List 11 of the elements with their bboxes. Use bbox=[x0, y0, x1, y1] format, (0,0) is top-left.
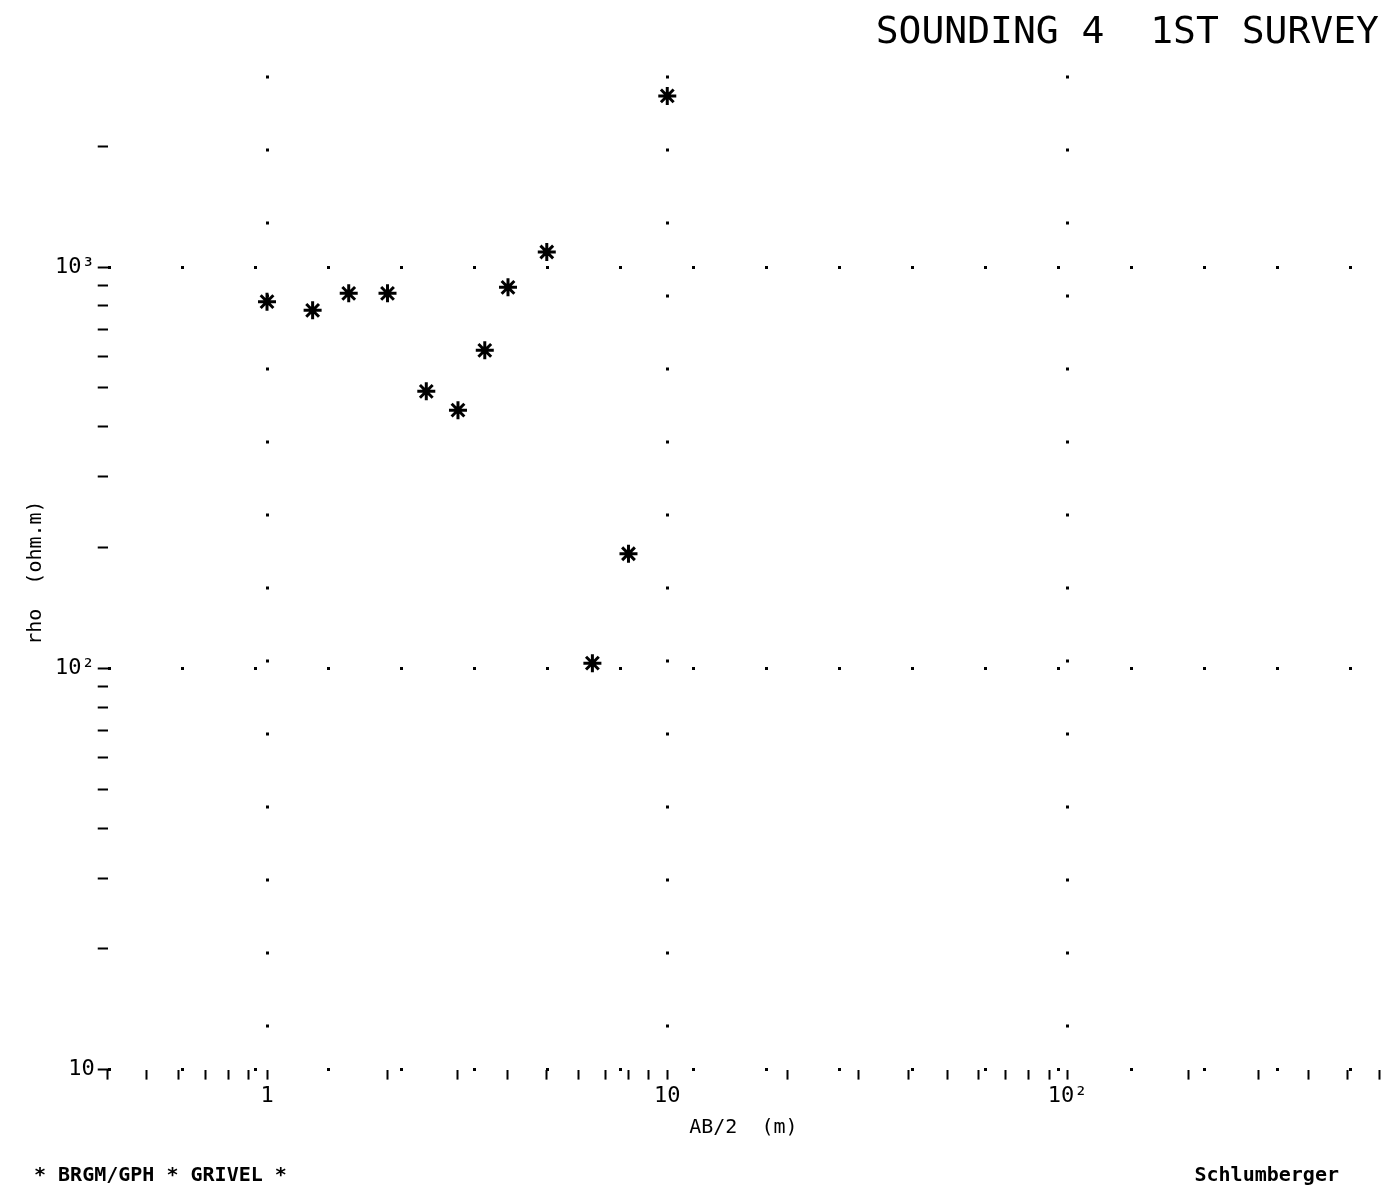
x-tick-label: 1 bbox=[260, 1081, 274, 1107]
x-tick-label: 10² bbox=[1047, 1081, 1088, 1107]
x-axis-title: AB/2 (m) bbox=[689, 1114, 798, 1139]
y-axis-title: rho (ohm.m) bbox=[22, 500, 47, 645]
y-tick-label: 10³ bbox=[54, 252, 95, 278]
text: * BRGM/GPH * GRIVEL * bbox=[34, 1162, 287, 1187]
text: Schlumberger bbox=[1194, 1162, 1339, 1187]
y-tick-label: 10² bbox=[54, 654, 95, 680]
chart-title: SOUNDING 4 1ST SURVEY bbox=[875, 7, 1380, 52]
y-tick-label: 10 bbox=[68, 1055, 95, 1081]
x-tick-label: 10 bbox=[654, 1081, 681, 1107]
